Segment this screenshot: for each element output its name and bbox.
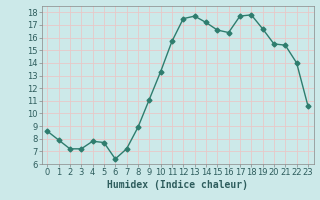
X-axis label: Humidex (Indice chaleur): Humidex (Indice chaleur)	[107, 180, 248, 190]
